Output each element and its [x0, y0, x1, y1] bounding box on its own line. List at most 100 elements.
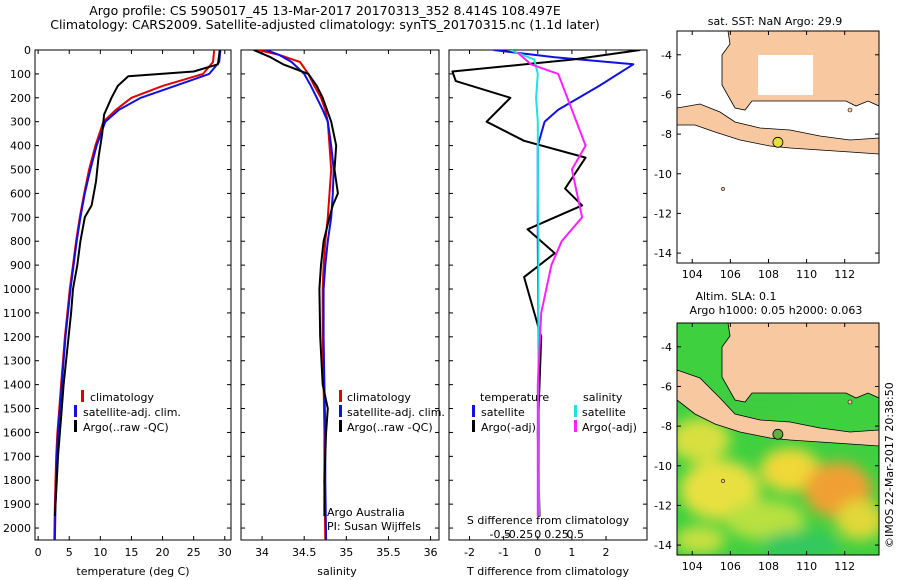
legend-label-climatology: climatology	[90, 391, 154, 404]
s-diff-tick-label: -0.25	[505, 528, 533, 541]
temperature-xlabel: temperature (deg C)	[76, 565, 189, 578]
series-line-satellite-adj-clim-	[53, 50, 222, 540]
x-tick-label: 20	[156, 546, 170, 559]
legend-label-climatology: climatology	[347, 391, 411, 404]
x-tick-label: 10	[93, 546, 107, 559]
map-x-tick-label: 106	[720, 268, 741, 281]
legend-swatch-argo	[339, 420, 342, 432]
map-y-tick-label: -10	[654, 168, 672, 181]
map-y-tick-label: -6	[661, 380, 672, 393]
y-tick-label: 2000	[3, 522, 31, 535]
sst-map-title: sat. SST: NaN Argo: 29.9	[708, 15, 842, 28]
map-y-tick-label: -4	[661, 49, 672, 62]
difference-axes-frame	[448, 49, 648, 541]
salinity-legend: climatology satellite-adj. clim. Argo(..…	[339, 390, 445, 434]
y-tick-label: 1800	[3, 474, 31, 487]
sla-map-panel: Altim. SLA: 0.1 Argo h1000: 0.05 h2000: …	[654, 290, 880, 573]
legend-label-s-argo: Argo(-adj)	[582, 421, 637, 434]
legend-label-satellite: satellite-adj. clim.	[83, 406, 181, 419]
y-tick-label: 700	[10, 211, 31, 224]
y-tick-label: 1000	[3, 283, 31, 296]
x-tick-label: 15	[124, 546, 138, 559]
legend-swatch-s-argo	[574, 420, 577, 432]
y-tick-label: 1500	[3, 403, 31, 416]
t-difference-xlabel: T difference from climatology	[466, 565, 629, 578]
map-y-tick-label: -12	[654, 499, 672, 512]
credit-text: Argo Australia	[327, 506, 405, 519]
figure-title-line2: Climatology: CARS2009. Satellite-adjuste…	[50, 17, 600, 32]
legend-swatch-climatology	[81, 390, 84, 402]
y-tick-label: 1300	[3, 355, 31, 368]
sla-map-title: Altim. SLA: 0.1	[695, 290, 776, 303]
y-tick-label: 800	[10, 235, 31, 248]
map-y-tick-label: -10	[654, 460, 672, 473]
sla-map-frame	[676, 322, 880, 556]
legend-swatch-t-satellite	[472, 405, 475, 417]
x-tick-label: 0	[35, 546, 42, 559]
pi-text: PI: Susan Wijffels	[327, 520, 421, 533]
legend-swatch-climatology	[339, 390, 342, 402]
temperature-legend: climatology satellite-adj. clim. Argo(..…	[74, 390, 181, 434]
difference-legend: temperature salinity satellite Argo(-adj…	[472, 391, 637, 434]
legend-label-satellite: satellite-adj. clim.	[347, 406, 445, 419]
map-x-tick-label: 112	[834, 268, 855, 281]
small-island	[847, 107, 853, 113]
s-diff-tick-label: 0.25	[544, 528, 569, 541]
y-tick-label: 900	[10, 259, 31, 272]
salinity-profile-panel: 34 34.5 35 35.5 36 salinity climatology sate…	[240, 49, 445, 578]
legend-label-s-satellite: satellite	[582, 406, 626, 419]
s-difference-label: S difference from climatology	[467, 514, 630, 527]
y-tick-label: 1600	[3, 426, 31, 439]
series-line-argo-raw-qc-	[53, 50, 221, 517]
y-tick-label: 100	[10, 68, 31, 81]
x-tick-label: 35.5	[376, 546, 401, 559]
x-tick-label: 36	[424, 546, 438, 559]
x-tick-label: 35	[339, 546, 353, 559]
map-x-tick-label: 108	[758, 560, 779, 573]
sst-map-panel: sat. SST: NaN Argo: 29.9 104 106 108 110 112…	[654, 15, 880, 281]
series-line-t-argo-adj-	[451, 50, 641, 517]
legend-title-temperature: temperature	[480, 391, 549, 404]
map-x-tick-label: 108	[758, 268, 779, 281]
salinity-axes-frame	[240, 49, 440, 541]
legend-swatch-argo	[74, 420, 77, 432]
figure-title-line1: Argo profile: CS 5905017_45 13-Mar-2017 …	[89, 3, 561, 18]
x-tick-label: 25	[187, 546, 201, 559]
x-tick-label: 34.5	[292, 546, 317, 559]
series-line-s-argo-adj-	[516, 51, 587, 517]
map-y-tick-label: -12	[654, 207, 672, 220]
s-diff-tick-label: -0.5	[489, 528, 510, 541]
temperature-axes-frame	[34, 49, 232, 541]
temperature-profile-panel: 0100200300400500600700800900100011001200…	[3, 44, 232, 578]
map-y-tick-label: -4	[661, 341, 672, 354]
y-tick-label: 0	[24, 44, 31, 57]
map-x-tick-label: 112	[834, 560, 855, 573]
map-y-tick-label: -6	[661, 88, 672, 101]
y-tick-label: 1900	[3, 498, 31, 511]
legend-label-t-argo: Argo(-adj)	[481, 421, 536, 434]
s-diff-tick-label: 0.5	[567, 528, 585, 541]
legend-swatch-s-satellite	[574, 405, 577, 417]
y-tick-label: 1400	[3, 379, 31, 392]
salinity-xlabel: salinity	[317, 565, 357, 578]
y-tick-label: 300	[10, 116, 31, 129]
java-land	[677, 103, 879, 155]
series-line-satellite-adj-clim-	[265, 50, 335, 540]
sumatra-borneo-land	[677, 323, 879, 403]
small-island	[721, 479, 725, 483]
y-tick-label: 1200	[3, 331, 31, 344]
small-island	[847, 399, 853, 405]
legend-swatch-satellite	[339, 405, 342, 417]
map-x-tick-label: 106	[720, 560, 741, 573]
legend-swatch-t-argo	[472, 420, 475, 432]
legend-label-argo: Argo(..raw -QC)	[347, 421, 433, 434]
x-tick-label: 5	[66, 546, 73, 559]
small-island	[721, 187, 725, 191]
s-diff-tick-label: 0	[534, 528, 541, 541]
y-tick-label: 600	[10, 187, 31, 200]
x-tick-label: 1	[568, 546, 575, 559]
legend-label-t-satellite: satellite	[481, 406, 525, 419]
y-tick-label: 1100	[3, 307, 31, 320]
x-tick-label: 30	[218, 546, 232, 559]
